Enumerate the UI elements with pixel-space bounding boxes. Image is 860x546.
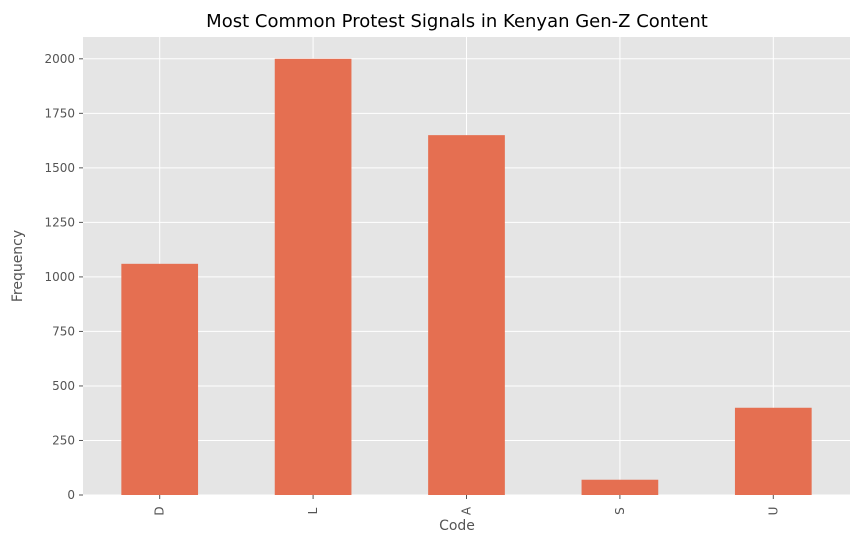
x-tick-label: D [153,506,167,515]
y-tick-label: 750 [52,324,75,338]
y-tick-label: 1000 [44,270,75,284]
y-axis-ticks: 0 250 500 750 1000 1250 1500 1750 2000 [44,52,83,502]
bars [121,58,812,496]
x-tick-label: L [306,507,320,514]
y-tick-label: 250 [52,433,75,447]
x-tick-label: U [766,507,780,516]
y-tick-label: 0 [67,488,75,502]
x-tick-label: S [613,507,627,515]
x-axis-label: Code [439,518,475,534]
bar-u [734,407,812,495]
y-tick-label: 1750 [44,106,75,120]
bar-d [121,263,199,495]
chart-title: Most Common Protest Signals in Kenyan Ge… [206,11,708,32]
bar-s [581,479,659,495]
y-tick-label: 1250 [44,215,75,229]
y-tick-label: 500 [52,379,75,393]
y-tick-label: 2000 [44,52,75,66]
x-tick-label: A [460,506,474,515]
y-tick-label: 1500 [44,161,75,175]
bar-l [274,58,352,496]
bar-a [428,135,505,495]
y-axis-label: Frequency [10,230,26,302]
